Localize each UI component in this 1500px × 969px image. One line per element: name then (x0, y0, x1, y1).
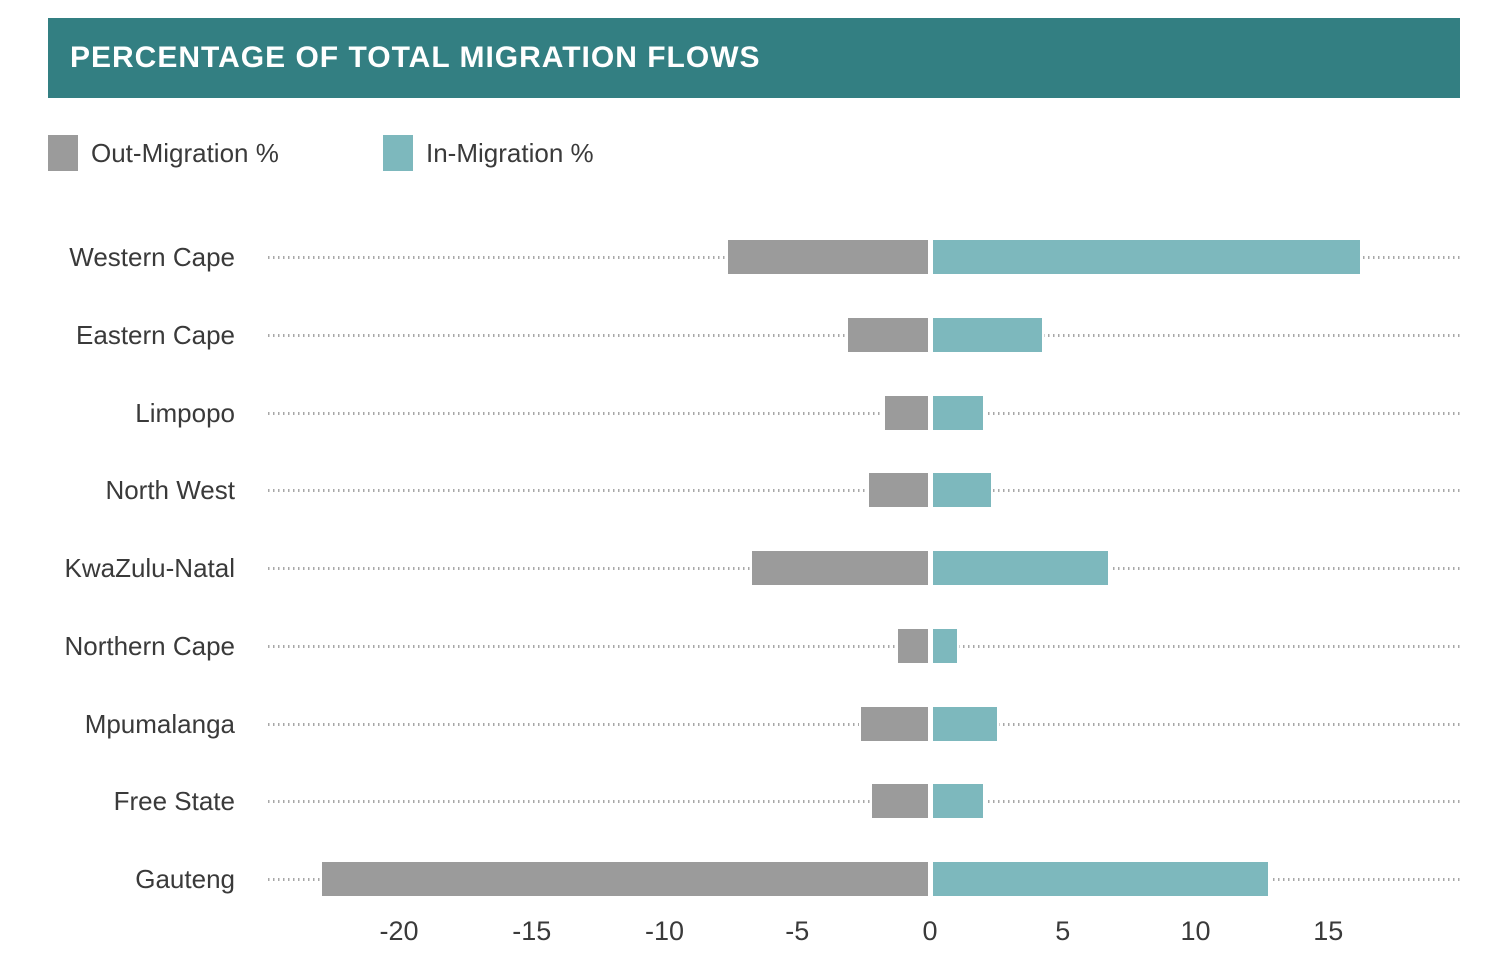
bar-in-migration-kwazulu-natal (930, 551, 1109, 585)
x-tick-label--20: -20 (379, 916, 419, 946)
bar-in-migration-free-state (930, 784, 984, 819)
category-label-free-state: Free State (113, 786, 235, 817)
bar-out-migration-north-west (868, 473, 930, 508)
legend-swatch-in-migration (383, 135, 413, 171)
category-label-north-west: North West (105, 475, 235, 506)
legend-item-in-migration: In-Migration % (383, 134, 594, 172)
category-label-western-cape: Western Cape (69, 242, 235, 272)
bar-in-migration-north-west (930, 473, 992, 508)
x-tick-label--10: -10 (644, 916, 685, 946)
category-label-eastern-cape: Eastern Cape (76, 319, 235, 350)
bar-out-migration-limpopo (884, 395, 930, 430)
bar-out-migration-northern-cape (898, 628, 930, 663)
legend-label-out-migration: Out-Migration % (91, 137, 279, 168)
legend: Out-Migration % In-Migration % (0, 134, 1500, 172)
bar-in-migration-northern-cape (930, 628, 957, 663)
bar-in-migration-eastern-cape (930, 317, 1042, 352)
bar-out-migration-eastern-cape (847, 317, 930, 352)
x-tick-label--5: -5 (785, 916, 810, 946)
row-leader-line-north-west (268, 489, 1462, 493)
title-banner: PERCENTAGE OF TOTAL MIGRATION FLOWS (48, 18, 1460, 98)
x-tick-label-0: 0 (922, 916, 938, 946)
category-label-northern-cape: Northern Cape (64, 630, 235, 661)
x-tick-label-5: 5 (1055, 916, 1071, 946)
chart-title: PERCENTAGE OF TOTAL MIGRATION FLOWS (70, 41, 761, 74)
legend-item-out-migration: Out-Migration % (48, 134, 279, 172)
bar-out-migration-mpumalanga (860, 706, 930, 741)
row-leader-line-limpopo (268, 411, 1462, 415)
bar-out-migration-gauteng (322, 862, 930, 896)
legend-swatch-out-migration (48, 135, 78, 171)
bar-in-migration-mpumalanga (930, 706, 997, 741)
bar-in-migration-western-cape (930, 240, 1361, 274)
x-tick-label--15: -15 (512, 916, 552, 946)
category-label-gauteng: Gauteng (135, 864, 235, 894)
bar-out-migration-western-cape (728, 240, 930, 274)
legend-label-in-migration: In-Migration % (426, 137, 594, 168)
bar-in-migration-limpopo (930, 395, 984, 430)
row-leader-line-northern-cape (268, 644, 1462, 648)
x-tick-label-15: 15 (1313, 916, 1344, 946)
row-leader-line-free-state (268, 800, 1462, 804)
bar-out-migration-free-state (871, 784, 930, 819)
category-label-mpumalanga: Mpumalanga (84, 708, 235, 739)
x-tick-label-10: 10 (1180, 916, 1211, 946)
bar-in-migration-gauteng (930, 862, 1268, 896)
category-label-kwazulu-natal: KwaZulu-Natal (64, 553, 235, 583)
category-label-limpopo: Limpopo (135, 397, 235, 428)
bar-out-migration-kwazulu-natal (752, 551, 930, 585)
